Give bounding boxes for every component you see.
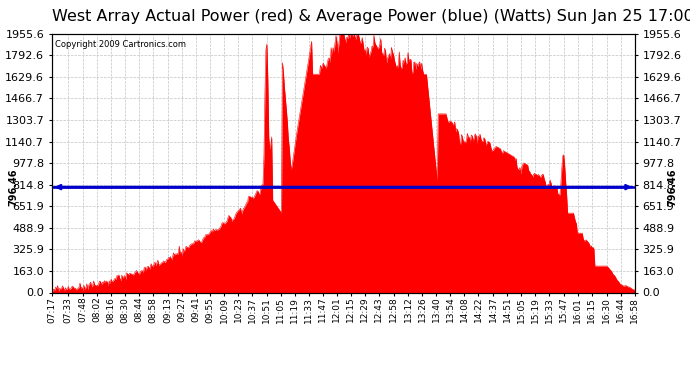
Text: Copyright 2009 Cartronics.com: Copyright 2009 Cartronics.com [55,40,186,49]
Text: 796.46: 796.46 [9,168,19,206]
Text: West Array Actual Power (red) & Average Power (blue) (Watts) Sun Jan 25 17:00: West Array Actual Power (red) & Average … [52,9,690,24]
Text: 796.46: 796.46 [668,168,678,206]
